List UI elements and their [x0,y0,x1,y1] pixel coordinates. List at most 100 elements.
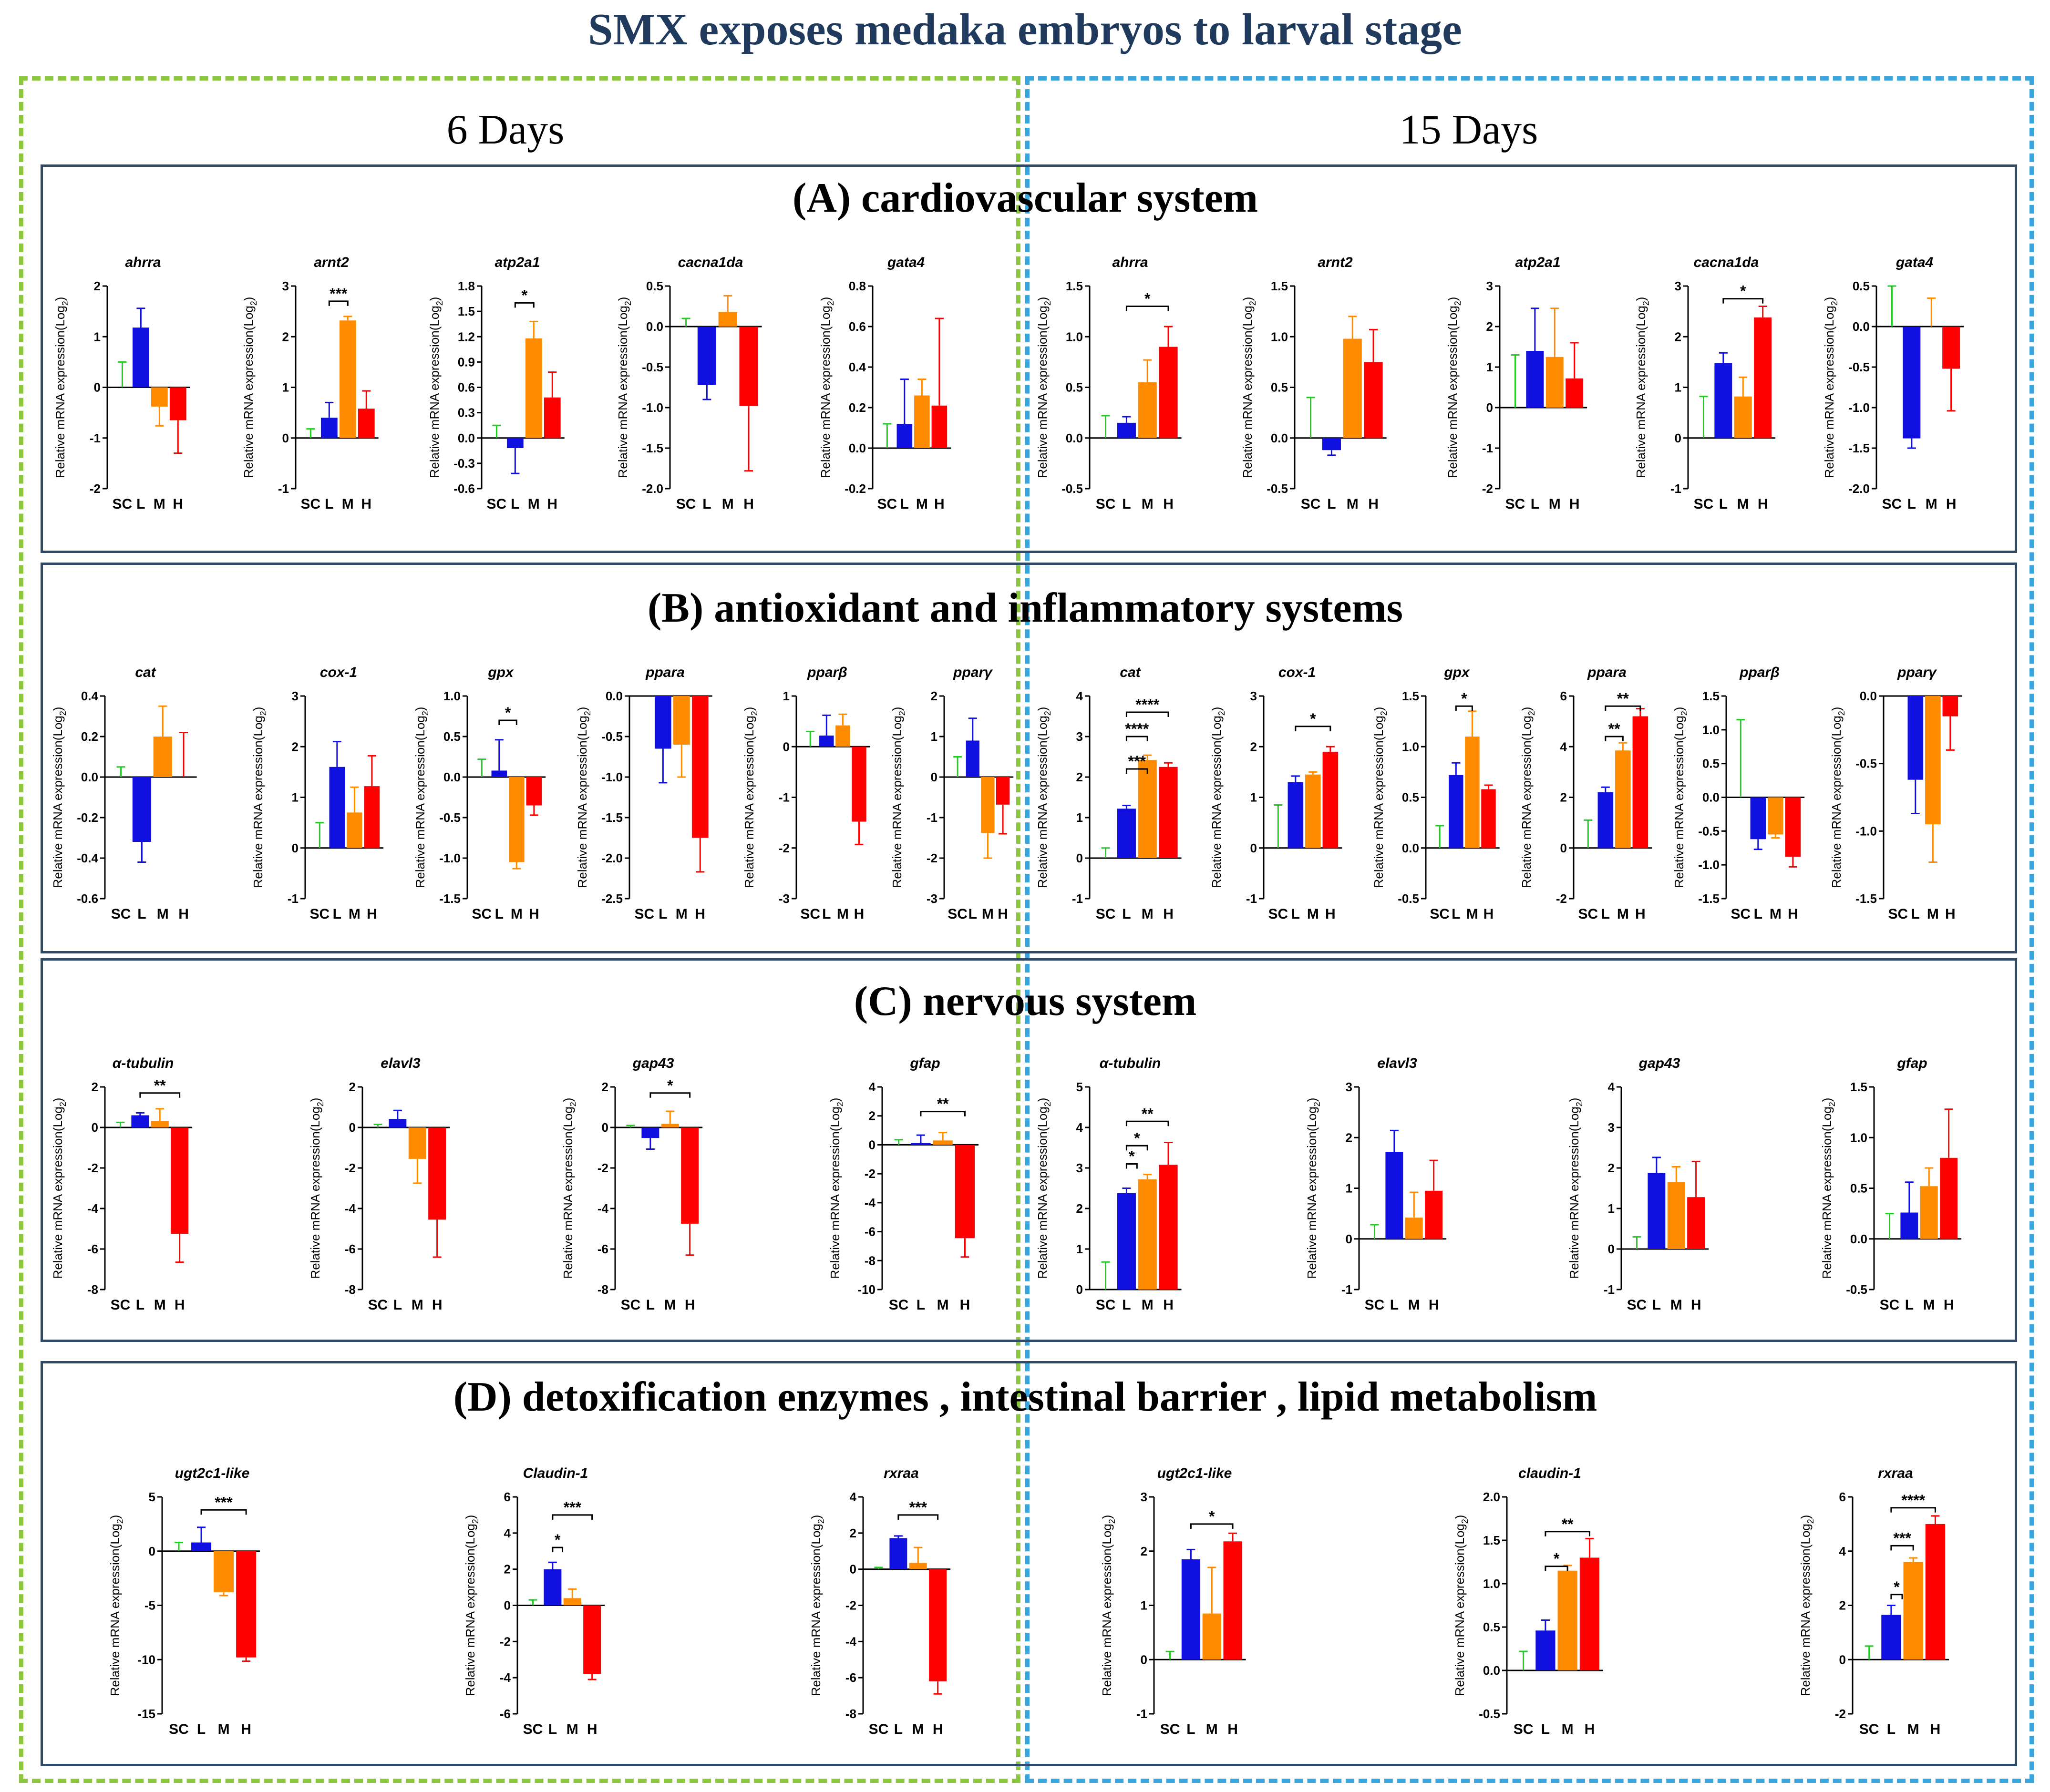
significance-bracket [1125,1120,1169,1126]
x-category-label: SC [1096,1297,1116,1313]
chart-a-15d-8: cacna1da Relative mRNA expression(Log2) -1… [1634,255,1776,512]
bar-H [171,1127,189,1234]
significance-bracket [552,1546,564,1553]
x-category-label: L [917,1297,925,1313]
x-category-label: M [154,496,165,512]
y-tick-label: 2 [1675,329,1681,344]
bar-H [428,1127,446,1220]
y-tick-label: 0.0 [1860,689,1877,703]
y-axis-label: Relative mRNA expression(Log2) [413,707,430,888]
bar-H [681,1127,699,1224]
y-tick-label: 2 [94,279,101,293]
significance-label: * [667,1077,673,1094]
gene-title: gap43 [1638,1055,1680,1071]
y-axis-label: Relative mRNA expression(Log2) [575,707,592,888]
bar-H [358,409,375,438]
bar-L [389,1119,407,1127]
bar-M [933,1140,953,1145]
x-category-label: L [548,1721,557,1737]
section-title-c: (C) nervous system [854,978,1197,1024]
frame-6-days [19,76,1020,1783]
y-tick-label: -6 [865,1225,876,1239]
chart-b-6d-11: cox-1 Relative mRNA expression(Log2) -1 0 1 2… [251,665,384,922]
bar-M [909,1563,927,1569]
y-tick-label: -2.5 [601,891,623,906]
x-category-label: M [916,496,928,512]
chart-b-6d-10: cat Relative mRNA expression(Log2) -0.6 -0.… [51,665,197,922]
x-category-label: L [1390,1297,1399,1313]
bar-H [996,777,1010,805]
y-tick-label: 0.9 [458,355,475,369]
x-category-label: SC [301,496,321,512]
bar-H [169,387,186,420]
chart-d-6d-31: Claudin-1 Relative mRNA expression(Log2) -… [463,1465,605,1737]
bar-L [191,1542,212,1551]
gene-title: elavl3 [381,1055,421,1071]
bar-H [583,1605,601,1674]
y-tick-label: -1 [1246,891,1257,906]
bar-H [852,747,866,822]
gene-title: arnt2 [1318,255,1353,270]
y-tick-label: 2 [1346,1130,1352,1145]
bar-M [563,1598,581,1606]
bar-H [1322,751,1339,848]
x-category-label: H [175,1297,185,1313]
gene-title: cox-1 [320,665,357,680]
significance-bracket [498,719,517,725]
significance-label: ** [937,1096,949,1113]
x-category-label: M [1562,1721,1574,1737]
y-tick-label: 0 [1675,431,1681,445]
y-axis-label: Relative mRNA expression(Log2) [1820,1098,1837,1279]
y-tick-label: -6 [345,1242,356,1256]
x-category-label: M [511,906,523,922]
y-tick-label: 0.2 [849,400,866,415]
bar-M [1465,737,1480,848]
x-category-label: H [1758,496,1768,512]
y-tick-label: 0 [1250,841,1257,855]
y-tick-label: 0.0 [1066,431,1083,445]
bar-H [1942,696,1958,717]
gene-title: ahrra [1112,255,1148,270]
chart-b-6d-13: ppara Relative mRNA expression(Log2) -2.5 -… [575,665,712,922]
gene-title: gata4 [887,255,925,270]
y-tick-label: -1.5 [1848,441,1870,455]
y-axis-label: Relative mRNA expression(Log2) [1672,707,1689,888]
significance-label: ** [1142,1105,1154,1122]
y-tick-label: -1.5 [1855,891,1877,906]
gene-title: rxraa [1878,1465,1913,1481]
significance-label: *** [909,1499,927,1516]
y-tick-label: 3 [1076,729,1083,744]
gene-title: pparγ [1897,665,1937,680]
chart-d-15d-34: claudin-1 Relative mRNA expression(Log2)-… [1453,1465,1604,1737]
bar-M [347,812,362,848]
bar-H [739,327,758,406]
y-tick-label: -2 [500,1634,511,1649]
y-tick-label: 2 [850,1526,856,1540]
y-tick-label: 1.5 [1702,689,1720,703]
x-category-label: L [1905,1297,1914,1313]
y-tick-label: 0 [1076,851,1083,865]
significance-label: * [1129,1148,1135,1165]
significance-label: ** [1617,690,1629,707]
chart-b-6d-12: gpx Relative mRNA expression(Log2) -1.5 -1.… [413,665,546,922]
y-tick-label: 0.4 [849,360,866,374]
y-tick-label: -1.5 [439,891,461,906]
bar-H [1566,378,1584,408]
y-tick-label: 0.0 [1483,1663,1500,1678]
frame-15-days [1025,76,2034,1783]
gene-title: ugt2c1-like [175,1465,250,1481]
x-category-label: L [822,906,831,922]
x-category-label: M [1206,1721,1218,1737]
y-axis-label: Relative mRNA expression(Log2) [1634,297,1651,478]
y-tick-label: -0.3 [453,456,475,471]
y-tick-label: -1 [1341,1282,1352,1297]
x-category-label: SC [1882,496,1902,512]
section-title-d: (D) detoxification enzymes , intestinal … [453,1374,1597,1420]
y-axis-label: Relative mRNA expression(Log2) [616,297,633,478]
bar-M [525,338,542,438]
bar-H [1785,797,1801,857]
chart-b-15d-19: ppara Relative mRNA expression(Log2) -2 0 2 4… [1519,665,1652,922]
gene-title: gfap [909,1055,940,1071]
y-tick-label: -0.4 [77,851,98,865]
y-axis-label: Relative mRNA expression(Log2) [561,1098,578,1279]
